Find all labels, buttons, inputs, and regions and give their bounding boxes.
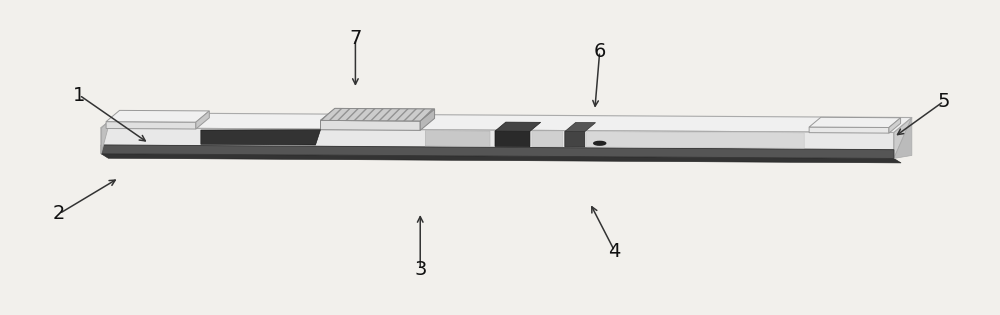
Polygon shape bbox=[196, 111, 209, 129]
Text: 3: 3 bbox=[414, 261, 426, 279]
Polygon shape bbox=[420, 109, 435, 130]
Polygon shape bbox=[320, 120, 420, 130]
Polygon shape bbox=[320, 108, 435, 121]
Circle shape bbox=[594, 141, 606, 145]
Polygon shape bbox=[565, 132, 585, 147]
Polygon shape bbox=[809, 127, 889, 133]
Polygon shape bbox=[587, 132, 804, 148]
Polygon shape bbox=[495, 131, 530, 146]
Polygon shape bbox=[101, 145, 894, 158]
Polygon shape bbox=[894, 117, 912, 158]
Polygon shape bbox=[106, 110, 209, 122]
Polygon shape bbox=[101, 154, 901, 163]
Text: 4: 4 bbox=[608, 242, 621, 261]
Polygon shape bbox=[320, 108, 435, 121]
Text: 6: 6 bbox=[594, 42, 606, 61]
Polygon shape bbox=[532, 131, 563, 147]
Polygon shape bbox=[809, 117, 901, 128]
Polygon shape bbox=[894, 117, 912, 158]
Polygon shape bbox=[101, 113, 912, 133]
Polygon shape bbox=[425, 131, 490, 146]
Polygon shape bbox=[889, 118, 901, 133]
Text: 7: 7 bbox=[349, 29, 362, 49]
Polygon shape bbox=[565, 123, 596, 132]
Text: 2: 2 bbox=[53, 204, 65, 223]
Polygon shape bbox=[106, 122, 196, 129]
Polygon shape bbox=[201, 130, 320, 145]
Text: 1: 1 bbox=[73, 86, 85, 105]
Text: 5: 5 bbox=[938, 92, 950, 111]
Polygon shape bbox=[495, 122, 541, 131]
Polygon shape bbox=[101, 128, 894, 150]
Polygon shape bbox=[101, 120, 110, 154]
